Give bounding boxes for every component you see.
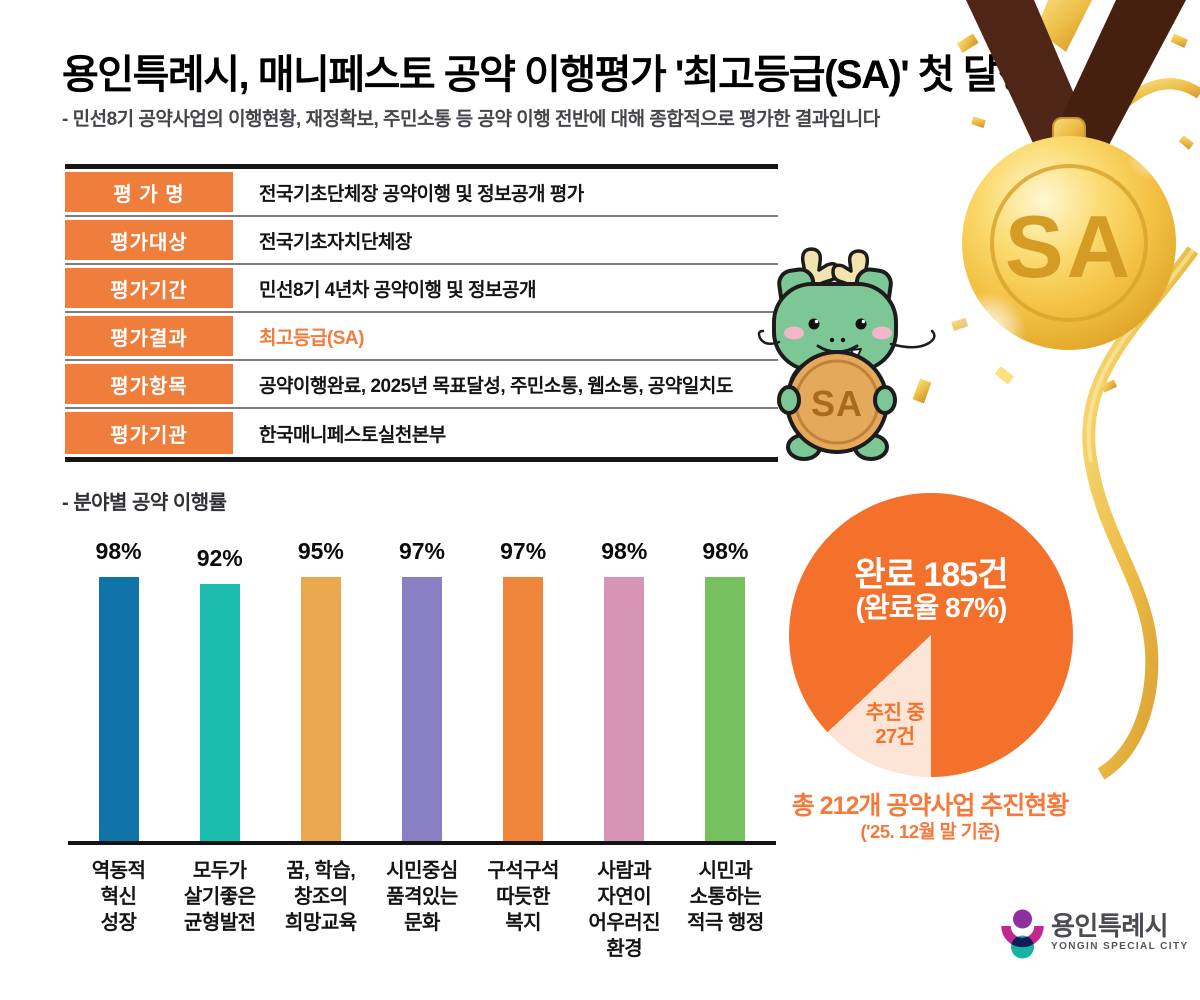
bar-chart-title: - 분야별 공약 이행률 [62, 492, 227, 514]
bar-value-label: 95% [297, 538, 344, 564]
table-row: 평가대상 전국기초자치단체장 [65, 217, 778, 265]
bar [199, 584, 240, 841]
bar-column: 98% [675, 538, 776, 841]
bar-column: 95% [270, 538, 371, 841]
category-label: 사람과 자연이 어우러진 환경 [588, 860, 661, 960]
row-value: 민선8기 4년차 공약이행 및 정보공개 [259, 279, 536, 301]
pie-caption-date: ('25. 12월 말 기준) [860, 821, 1000, 842]
bar-value-label: 98% [601, 538, 648, 564]
table-row: 평 가 명 전국기초단체장 공약이행 및 정보공개 평가 [65, 169, 778, 217]
bar [401, 577, 442, 841]
pie-sub-label: (완료율 87%) [855, 592, 1008, 623]
category-label: 시민과 소통하는 적극 행정 [687, 860, 764, 934]
bar-value-label: 98% [702, 538, 749, 564]
bar-column: 92% [169, 538, 270, 841]
row-label: 평가기간 [65, 268, 233, 308]
category-label: 구석구석 따듯한 복지 [487, 860, 559, 934]
table-row: 평가기간 민선8기 4년차 공약이행 및 정보공개 [65, 265, 778, 313]
row-label: 평가항목 [65, 364, 233, 404]
bar-chart: 98% 92% 95% 97% 97% [68, 538, 776, 962]
bar-column: 97% [371, 538, 472, 841]
bar-chart-plot-area: 98% 92% 95% 97% 97% [68, 538, 776, 845]
evaluation-table: 평 가 명 전국기초단체장 공약이행 및 정보공개 평가 평가대상 전국기초자치… [65, 164, 778, 462]
bar-value-label: 98% [95, 538, 142, 564]
pie-caption-title: 총 212개 공약사업 추진현황 [791, 792, 1070, 820]
row-label: 평가결과 [65, 316, 233, 356]
pie-main-label: 완료 185건 [854, 556, 1008, 594]
bar-value-label: 97% [398, 538, 446, 564]
logo-name: 용인특례시 [1051, 911, 1169, 941]
row-value: 전국기초단체장 공약이행 및 정보공개 평가 [259, 183, 584, 205]
row-value-grade: 최고등급(SA) [259, 327, 364, 349]
table-row: 평가기관 한국매니페스토실천본부 [65, 409, 778, 457]
category-label: 역동적 혁신 성장 [91, 860, 146, 934]
bar [503, 577, 544, 841]
bar [98, 577, 139, 841]
row-value: 한국매니페스토실천본부 [259, 424, 446, 446]
row-label: 평 가 명 [65, 172, 233, 212]
table-row: 평가항목 공약이행완료, 2025년 목표달성, 주민소통, 웹소통, 공약일치… [65, 361, 778, 409]
bar-column: 98% [68, 538, 169, 841]
bar-column: 98% [574, 538, 675, 841]
bar [604, 577, 645, 841]
table-row-result: 평가결과 최고등급(SA) [65, 313, 778, 361]
category-label: 모두가 살기좋은 균형발전 [183, 860, 256, 934]
logo-subname: YONGIN SPECIAL CITY [1051, 941, 1189, 952]
page-subtitle: - 민선8기 공약사업의 이행현황, 재정확보, 주민소통 등 공약 이행 전반… [62, 109, 880, 130]
row-label: 평가기관 [65, 412, 233, 454]
category-label: 꿈, 학습, 창조의 희망교육 [285, 860, 357, 934]
pie-chart [789, 493, 1073, 777]
category-label: 시민중심 품격있는 문화 [386, 860, 458, 934]
bar-chart-category-axis: 역동적 혁신 성장 모두가 살기좋은 균형발전 꿈, 학습, 창조의 희망교육 … [68, 845, 776, 962]
row-value: 전국기초자치단체장 [259, 231, 412, 253]
page-title: 용인특례시, 매니페스토 공약 이행평가 '최고등급(SA)' 첫 달성 [62, 53, 1035, 97]
bar-column: 97% [473, 538, 574, 841]
row-label: 평가대상 [65, 220, 233, 260]
pie-wedge-label: 추진 중 27건 [865, 702, 925, 748]
bar [705, 577, 746, 841]
row-value: 공약이행완료, 2025년 목표달성, 주민소통, 웹소통, 공약일치도 [259, 375, 733, 397]
bar-value-label: 97% [500, 538, 547, 564]
bar-value-label: 92% [196, 545, 243, 572]
bar [300, 577, 341, 841]
